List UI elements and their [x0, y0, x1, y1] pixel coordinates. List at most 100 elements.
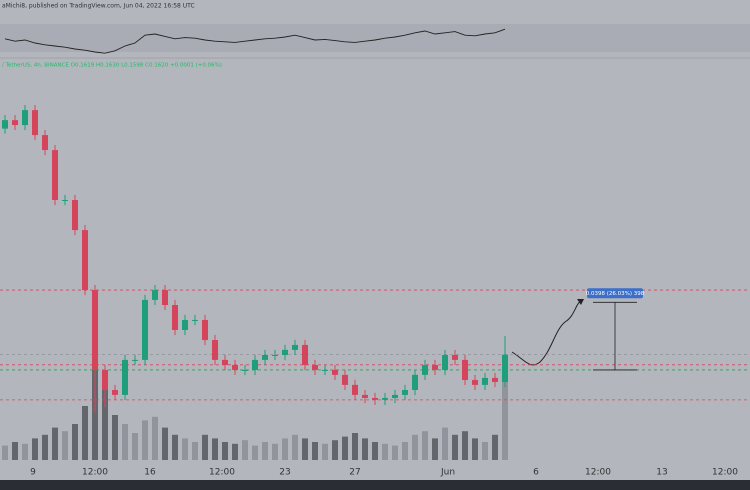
- volume-bar: [302, 438, 308, 460]
- projection-path: [511, 299, 583, 366]
- candle-body: [162, 290, 168, 306]
- volume-bar: [432, 438, 438, 460]
- volume-bar: [112, 415, 118, 460]
- x-tick-label: 6: [533, 468, 539, 478]
- measure-label: 0.0398 (26.03%) 398: [586, 291, 645, 297]
- candle-body: [272, 354, 278, 356]
- header: aMichi8, published on TradingView.com, J…: [2, 3, 195, 10]
- candle-body: [212, 340, 218, 360]
- volume-bar: [342, 436, 348, 460]
- candle-body: [442, 354, 448, 370]
- volume-bar: [122, 424, 128, 460]
- candle-body: [282, 349, 288, 355]
- volume-bar: [282, 438, 288, 460]
- volume-bar: [212, 438, 218, 460]
- x-tick-label: 27: [349, 468, 360, 478]
- candle-body: [232, 365, 238, 370]
- volume-bar: [322, 443, 328, 460]
- rsi-band: [0, 24, 750, 52]
- rsi-line: [4, 28, 506, 54]
- x-tick-label: 9: [30, 468, 36, 478]
- x-tick-label: 13: [656, 468, 667, 478]
- candle-body: [72, 200, 78, 231]
- volume-bar: [232, 443, 238, 460]
- candle-body: [242, 369, 248, 371]
- candle-body: [492, 377, 498, 382]
- candle-body: [52, 150, 58, 200]
- volume-bar: [152, 416, 158, 460]
- volume-bar: [22, 443, 28, 460]
- candle-body: [82, 230, 88, 291]
- volume-bar: [102, 379, 108, 460]
- candle-body: [352, 384, 358, 395]
- volume-bar: [242, 440, 248, 460]
- volume-bar: [2, 445, 8, 460]
- candle-body: [22, 110, 28, 126]
- x-tick-label: 12:00: [712, 468, 738, 478]
- projection-arrow: [577, 299, 584, 305]
- volume-bar: [162, 427, 168, 460]
- candle-body: [42, 135, 48, 151]
- volume-bar: [72, 424, 78, 460]
- candle-body: [292, 344, 298, 350]
- volume-bar: [32, 438, 38, 460]
- volume-bar: [42, 434, 48, 460]
- x-tick-label: 16: [144, 468, 156, 478]
- candle-body: [332, 369, 338, 375]
- volume-bar: [402, 442, 408, 460]
- x-tick-label: 12:00: [82, 468, 108, 478]
- candle-body: [152, 290, 158, 300]
- volume-bar: [492, 434, 498, 460]
- volume-bar: [312, 442, 318, 460]
- measure-label-box: [587, 288, 643, 299]
- candle-body: [322, 369, 328, 371]
- volume-bar: [292, 434, 298, 460]
- candle-body: [62, 200, 68, 201]
- x-tick-label: 12:00: [209, 468, 235, 478]
- candle-body: [472, 379, 478, 385]
- volume-bar: [332, 440, 338, 460]
- volume-bar: [412, 434, 418, 460]
- candle-body: [12, 120, 18, 126]
- volume-bar: [452, 434, 458, 460]
- candle-body: [482, 377, 488, 385]
- volume-bar: [272, 443, 278, 460]
- x-tick-label: 12:00: [585, 468, 611, 478]
- volume-bar: [382, 443, 388, 460]
- candle-body: [362, 394, 368, 398]
- candle-body: [2, 120, 8, 129]
- bottom-strip: [0, 480, 750, 490]
- volume-bar: [172, 434, 178, 460]
- candle-body: [372, 397, 378, 400]
- candle-body: [452, 354, 458, 360]
- candle-body: [412, 374, 418, 390]
- candle-body: [502, 354, 508, 382]
- volume-bar: [192, 442, 198, 460]
- candle-body: [302, 344, 308, 366]
- volume-bar: [62, 431, 68, 460]
- candle-body: [102, 369, 108, 390]
- volume-bar: [82, 406, 88, 460]
- volume-bar: [502, 361, 508, 460]
- x-tick-label: Jun: [440, 468, 455, 478]
- candle-body: [402, 389, 408, 395]
- volume-bar: [472, 438, 478, 460]
- volume-bar: [262, 442, 268, 460]
- volume-bar: [462, 431, 468, 460]
- candle-body: [112, 389, 118, 395]
- candle-body: [462, 359, 468, 380]
- candle-body: [92, 290, 98, 370]
- volume-bar: [52, 427, 58, 460]
- candle-body: [132, 359, 138, 361]
- candle-body: [142, 299, 148, 360]
- candle-body: [32, 110, 38, 136]
- volume-bar: [202, 434, 208, 460]
- candle-body: [122, 359, 128, 395]
- volume-bar: [362, 438, 368, 460]
- volume-bar: [132, 433, 138, 460]
- candle-body: [382, 397, 388, 400]
- volume-bar: [482, 442, 488, 460]
- volume-bar: [252, 445, 258, 460]
